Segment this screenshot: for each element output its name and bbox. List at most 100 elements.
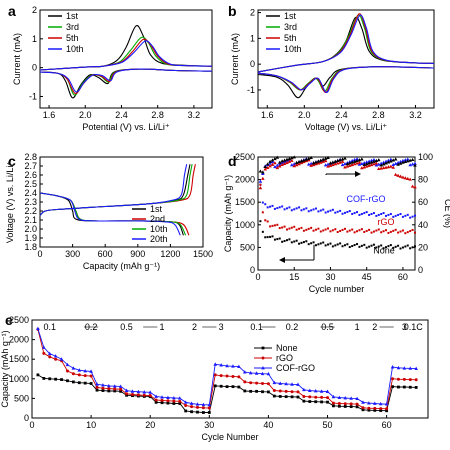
capacity-point	[341, 228, 344, 231]
capacity-point	[348, 229, 351, 232]
y-tick-label: 2.2	[24, 206, 37, 216]
cv-curve-cathodic	[39, 68, 213, 93]
rate-point	[154, 394, 158, 398]
rate-point	[136, 393, 140, 397]
rate-point	[391, 377, 395, 381]
ce-point	[364, 162, 369, 166]
x-axis-label: Voltage (V) vs. Li/Li⁺	[305, 122, 388, 132]
capacity-point	[406, 244, 409, 247]
panel-b: b 1.6 2.0 2.4 2.8 3.2 -1 0 1 2 Voltage (V) vs. Li/…	[228, 3, 435, 132]
rate-point	[107, 387, 111, 391]
panel-c: c 0 300 600 900 1200 1500 1.81.92.02.12.22.32.4…	[5, 152, 213, 271]
rate-point	[284, 389, 288, 393]
ce-point	[355, 158, 359, 163]
capacity-point	[334, 211, 337, 214]
rate-point	[195, 405, 199, 409]
rate-point	[113, 387, 117, 391]
x-tick-label: 1.6	[261, 110, 274, 120]
capacity-point	[271, 235, 274, 238]
ce-point	[287, 156, 292, 160]
y-tick-label: 2.5	[24, 179, 37, 189]
ce-point	[275, 163, 280, 167]
rate-label: 3	[219, 322, 224, 332]
capacity-point	[387, 213, 390, 216]
rate-label: 0.1	[43, 322, 56, 332]
rate-point	[402, 366, 407, 370]
rate-point	[59, 357, 64, 361]
capacity-point	[363, 212, 366, 215]
ce-point	[376, 158, 381, 162]
capacity-point	[382, 247, 385, 250]
rate-point	[77, 373, 81, 377]
y-tick-label: 2	[32, 5, 37, 15]
ce-point	[413, 163, 417, 167]
y-tick-label: 2.4	[24, 188, 37, 198]
ce-point	[277, 164, 282, 168]
capacity-point	[307, 227, 310, 230]
rate-point	[266, 382, 270, 386]
rate-point	[60, 378, 63, 381]
rate-point	[107, 383, 111, 388]
x-tick-label: 2.8	[372, 110, 385, 120]
rate-point	[225, 374, 229, 378]
y2-tick-label: 40	[418, 220, 428, 230]
rate-point	[225, 385, 229, 389]
y-tick-label: 2.7	[24, 161, 37, 171]
rate-point	[402, 385, 406, 389]
rate-point	[296, 390, 300, 394]
ce-point	[302, 158, 306, 162]
ce-point	[328, 161, 333, 165]
ce-point	[323, 159, 328, 163]
rate-point	[290, 395, 294, 399]
ce-point	[314, 162, 318, 166]
x-tick-label: 45	[362, 272, 372, 282]
ce-point	[345, 162, 350, 166]
ce-point	[362, 165, 367, 169]
capacity-point	[327, 210, 330, 213]
rate-label: 0.2	[286, 322, 299, 332]
x-tick-label: 2.8	[151, 110, 164, 120]
capacity-point	[261, 201, 264, 204]
legend-label: 5th	[284, 33, 297, 43]
rate-point	[201, 402, 206, 407]
capacity-point	[285, 228, 288, 231]
legend-label: 5th	[66, 33, 79, 43]
ce-point	[357, 160, 362, 164]
y-tick-label: 1.9	[24, 233, 37, 243]
rate-point	[243, 389, 247, 393]
ce-point	[396, 162, 400, 166]
capacity-point	[397, 213, 400, 216]
capacity-point	[341, 245, 344, 248]
capacity-point	[322, 229, 325, 232]
capacity-point	[264, 236, 267, 239]
legend-label: 3rd	[66, 22, 79, 32]
rate-point	[71, 380, 75, 384]
ce-point	[316, 161, 321, 165]
ce-point	[369, 162, 374, 167]
rate-point	[320, 400, 324, 404]
ce-point	[340, 162, 345, 167]
rate-point	[148, 393, 152, 397]
rate-point	[207, 402, 212, 407]
rate-point	[219, 384, 223, 388]
ce-point	[273, 165, 277, 169]
y-tick-label: 2500	[9, 315, 29, 325]
rate-point	[83, 368, 87, 373]
rate-point	[95, 388, 99, 392]
discharge-curve	[39, 192, 181, 236]
x-tick-label: 2.0	[298, 110, 311, 120]
capacity-point	[293, 208, 296, 211]
y-tick-label: 2.3	[24, 197, 37, 207]
capacity-point	[329, 230, 332, 233]
rate-point	[237, 364, 241, 369]
capacity-point	[404, 232, 407, 235]
rate-point	[302, 387, 306, 392]
ce-point	[372, 162, 376, 166]
capacity-point	[314, 207, 317, 210]
capacity-point	[288, 227, 291, 230]
rate-point	[77, 368, 82, 372]
rate-point	[355, 405, 359, 409]
plot-frame	[39, 9, 213, 109]
rate-point	[189, 401, 194, 405]
